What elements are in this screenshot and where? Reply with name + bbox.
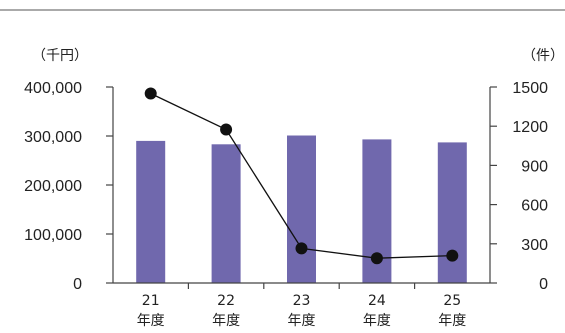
- bar: [211, 144, 241, 283]
- right-axis-unit-label: （件）: [522, 48, 564, 64]
- bar: [437, 142, 467, 283]
- category-label-number: 25: [443, 293, 461, 309]
- labels-layer: 0 100,000 200,000 300,000 400,000 0 300 600 900 1…: [24, 80, 548, 329]
- right-tick-label: 1500: [512, 80, 548, 97]
- category-label-unit: 年度: [288, 313, 316, 329]
- line-point: [446, 249, 459, 262]
- bar: [136, 140, 166, 283]
- left-tick-label: 0: [73, 276, 82, 293]
- line-layer: [144, 87, 459, 265]
- line-point: [295, 242, 308, 255]
- left-tick-label: 300,000: [24, 129, 82, 146]
- category-label-unit: 年度: [363, 313, 391, 329]
- category-label-unit: 年度: [137, 313, 165, 329]
- right-tick-label: 300: [521, 237, 548, 254]
- right-tick-label: 900: [521, 158, 548, 175]
- category-label-number: 22: [217, 293, 235, 309]
- category-label-number: 24: [368, 293, 386, 309]
- right-tick-label: 0: [539, 276, 548, 293]
- line-point: [370, 252, 383, 265]
- left-tick-label: 200,000: [24, 178, 82, 195]
- left-tick-label: 400,000: [24, 80, 82, 97]
- category-label-number: 21: [142, 293, 160, 309]
- right-tick-label: 600: [521, 198, 548, 215]
- bar: [287, 135, 316, 283]
- category-label-number: 23: [293, 293, 311, 309]
- axes-layer: [106, 86, 497, 289]
- bars-layer: [136, 135, 467, 283]
- category-label-unit: 年度: [212, 313, 240, 329]
- category-label-unit: 年度: [438, 313, 466, 329]
- right-tick-label: 1200: [512, 119, 548, 136]
- line-point: [144, 87, 157, 100]
- left-axis-unit-label: （千円）: [32, 48, 88, 64]
- left-tick-label: 100,000: [24, 227, 82, 244]
- line-point: [220, 123, 233, 136]
